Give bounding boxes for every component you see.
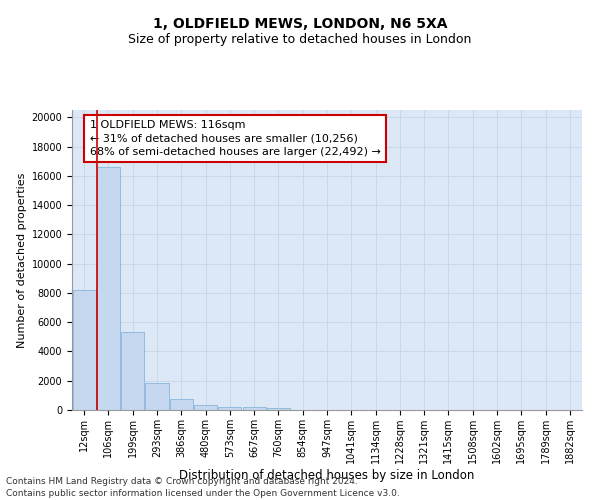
Bar: [170, 399, 193, 410]
Y-axis label: Number of detached properties: Number of detached properties: [17, 172, 28, 348]
Bar: [218, 407, 241, 410]
Bar: [194, 405, 217, 410]
Text: 1, OLDFIELD MEWS, LONDON, N6 5XA: 1, OLDFIELD MEWS, LONDON, N6 5XA: [153, 18, 447, 32]
Text: Contains HM Land Registry data © Crown copyright and database right 2024.
Contai: Contains HM Land Registry data © Crown c…: [6, 476, 400, 498]
Bar: [145, 383, 169, 410]
X-axis label: Distribution of detached houses by size in London: Distribution of detached houses by size …: [179, 468, 475, 481]
Bar: [97, 167, 120, 410]
Bar: [73, 290, 95, 410]
Bar: [242, 407, 266, 410]
Text: Size of property relative to detached houses in London: Size of property relative to detached ho…: [128, 32, 472, 46]
Text: 1 OLDFIELD MEWS: 116sqm
← 31% of detached houses are smaller (10,256)
68% of sem: 1 OLDFIELD MEWS: 116sqm ← 31% of detache…: [90, 120, 381, 157]
Bar: [121, 332, 144, 410]
Bar: [267, 408, 290, 410]
